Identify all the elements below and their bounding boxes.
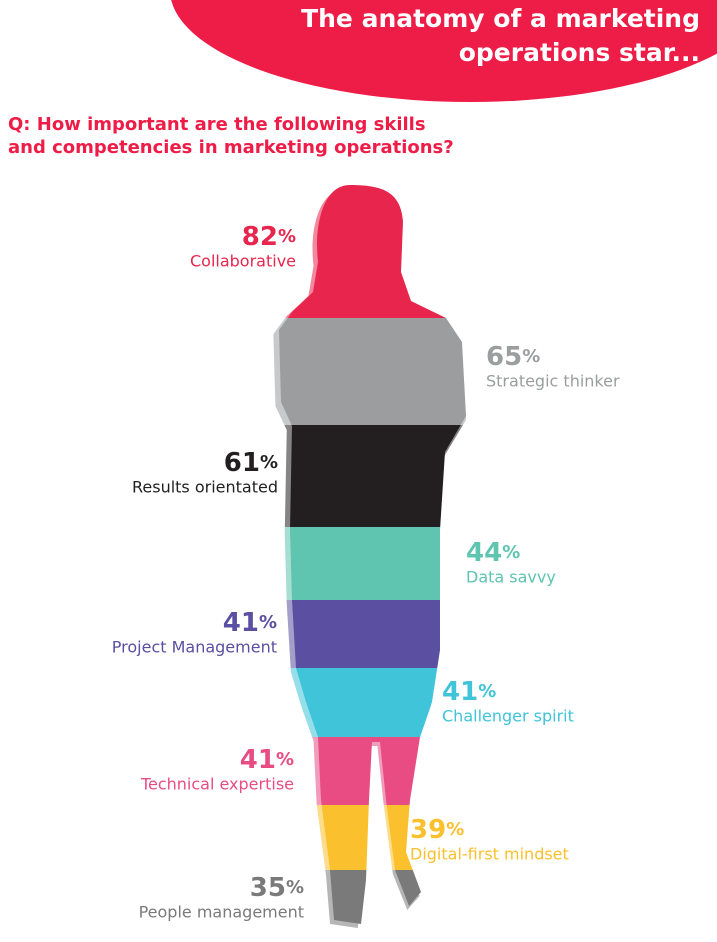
percentage: 44% (466, 538, 520, 568)
skill-label: Data savvy (466, 568, 556, 587)
unit: % (278, 226, 296, 247)
value: 61 (224, 448, 260, 478)
percentage: 41% (240, 745, 294, 775)
band (279, 185, 466, 318)
skill-label: Collaborative (190, 252, 296, 271)
skill-label: People management (139, 903, 304, 922)
header-shape (171, 0, 717, 102)
skill-label: Project Management (112, 638, 277, 657)
unit: % (446, 819, 464, 840)
value: 44 (466, 538, 502, 568)
percentage: 35% (250, 873, 304, 903)
percentage: 65% (486, 342, 540, 372)
band (279, 425, 466, 527)
percentage: 41% (223, 608, 277, 638)
band (279, 318, 466, 425)
unit: % (522, 346, 540, 367)
band (279, 600, 466, 668)
skill-label: Technical expertise (140, 775, 294, 794)
value: 41 (223, 608, 259, 638)
percentage: 41% (442, 677, 496, 707)
value: 41 (240, 745, 276, 775)
skill-label: Strategic thinker (486, 372, 620, 391)
unit: % (259, 612, 277, 633)
unit: % (286, 877, 304, 898)
unit: % (276, 749, 294, 770)
percentage: 61% (224, 448, 278, 478)
question: and competencies in marketing operations… (8, 137, 454, 158)
unit: % (478, 681, 496, 702)
band (279, 737, 466, 805)
title: operations star... (459, 38, 700, 67)
unit: % (502, 542, 520, 563)
question: Q: How important are the following skill… (8, 114, 426, 135)
percentage: 39% (410, 815, 464, 845)
skill-label: Challenger spirit (442, 707, 574, 726)
title: The anatomy of a marketing (301, 4, 700, 33)
value: 41 (442, 677, 478, 707)
value: 35 (250, 873, 286, 903)
unit: % (260, 452, 278, 473)
percentage: 82% (242, 222, 296, 252)
skill-label: Results orientated (132, 478, 278, 497)
value: 65 (486, 342, 522, 372)
band (279, 527, 466, 600)
value: 82 (242, 222, 278, 252)
skill-label: Digital-first mindset (410, 845, 569, 864)
value: 39 (410, 815, 446, 845)
